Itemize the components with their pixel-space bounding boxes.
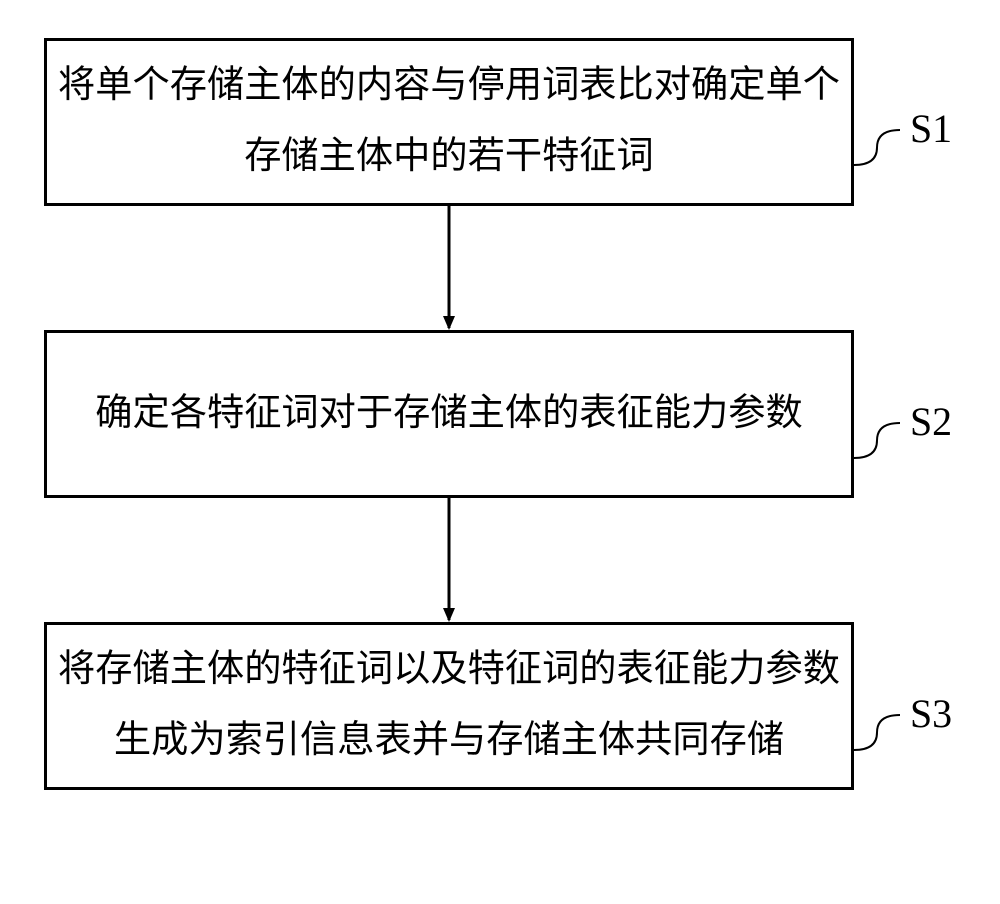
flow-label-s2: S2	[910, 398, 952, 445]
flowchart-canvas: 将单个存储主体的内容与停用词表比对确定单个存储主体中的若干特征词 确定各特征词对…	[0, 0, 1000, 904]
flow-step-s3: 将存储主体的特征词以及特征词的表征能力参数生成为索引信息表并与存储主体共同存储	[44, 622, 854, 790]
flow-label-s3: S3	[910, 690, 952, 737]
flow-label-s1: S1	[910, 105, 952, 152]
flow-step-s1: 将单个存储主体的内容与停用词表比对确定单个存储主体中的若干特征词	[44, 38, 854, 206]
flow-step-s2-text: 确定各特征词对于存储主体的表征能力参数	[95, 379, 802, 450]
flow-step-s3-text: 将存储主体的特征词以及特征词的表征能力参数生成为索引信息表并与存储主体共同存储	[58, 635, 840, 776]
flow-step-s1-text: 将单个存储主体的内容与停用词表比对确定单个存储主体中的若干特征词	[58, 51, 840, 192]
flow-step-s2: 确定各特征词对于存储主体的表征能力参数	[44, 330, 854, 498]
label-connectors	[854, 130, 900, 750]
